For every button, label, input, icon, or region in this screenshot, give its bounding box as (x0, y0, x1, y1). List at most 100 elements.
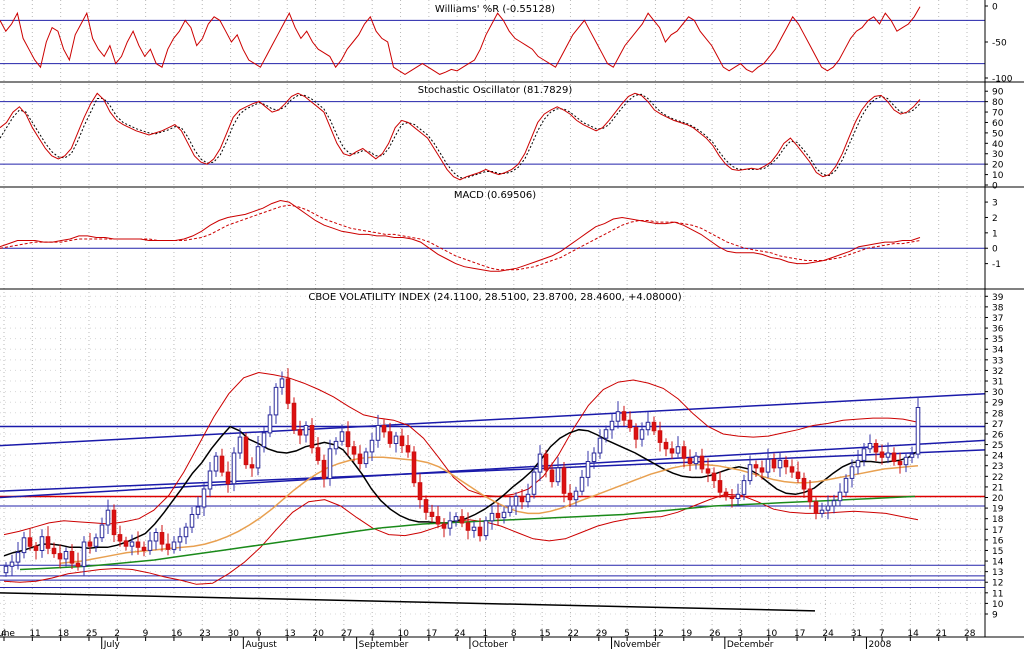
candle-body (39, 536, 45, 552)
candle-body (225, 471, 231, 485)
price-y-tick-label: 13 (992, 568, 1003, 578)
macd-y-tick-label: -1 (992, 260, 1001, 270)
candle-body (105, 509, 111, 526)
x-month-label: December (727, 640, 774, 649)
candle-body (453, 516, 459, 522)
candle-body (573, 490, 579, 501)
candle-body (387, 431, 393, 444)
candle-body (873, 443, 879, 453)
candle-body (471, 526, 477, 531)
price-y-tick-label: 27 (992, 420, 1003, 430)
candle-body (357, 453, 363, 465)
candle-body (147, 540, 153, 551)
candle-body (723, 491, 729, 497)
macd-y-tick-label: 1 (992, 229, 998, 239)
williams-y-tick-label: -50 (992, 39, 1007, 49)
candle-body (567, 492, 573, 501)
candle-body (495, 512, 501, 519)
williams-title: Williams' %R (-0.55128) (435, 4, 555, 15)
candle-body (93, 537, 99, 547)
candle-body (693, 455, 699, 465)
price-y-tick-label: 17 (992, 526, 1003, 536)
candle-body (819, 509, 825, 514)
candle-body (177, 536, 183, 543)
stochastic-y-tick-label: 20 (992, 161, 1004, 171)
candle-body (429, 511, 435, 517)
price-y-tick-label: 22 (992, 473, 1003, 483)
candle-body (213, 455, 219, 472)
candle-body (717, 480, 723, 493)
candle-body (195, 506, 201, 515)
x-day-label: 8 (511, 629, 517, 639)
stochastic-y-tick-label: 40 (992, 140, 1004, 150)
price-y-tick-label: 38 (992, 303, 1004, 313)
candle-body (699, 455, 705, 470)
price-trendline (0, 392, 986, 447)
candle-body (489, 512, 495, 522)
price-y-tick-label: 30 (992, 388, 1004, 398)
x-month-label: July (103, 640, 121, 649)
price-y-tick-label: 29 (992, 399, 1004, 409)
candle-body (63, 551, 69, 560)
price-title: CBOE VOLATILITY INDEX (24.1100, 28.5100,… (308, 292, 681, 303)
williams-y-tick-label: 0 (992, 3, 998, 13)
candle-body (663, 441, 669, 450)
candle-body (477, 526, 483, 537)
candle-body (135, 541, 141, 548)
candle-body (795, 471, 801, 480)
x-day-label: 4 (1, 629, 7, 639)
stochastic-y-tick-label: 30 (992, 150, 1004, 160)
candle-body (765, 458, 771, 473)
candle-body (291, 402, 297, 431)
price-y-tick-label: 36 (992, 325, 1004, 335)
candle-body (891, 452, 897, 462)
x-month-label: 2008 (868, 640, 891, 649)
candle-body (861, 448, 867, 461)
candle-body (831, 500, 837, 507)
candle-body (9, 561, 15, 567)
candle-body (603, 429, 609, 439)
price-y-tick-label: 11 (992, 589, 1003, 599)
candle-body (501, 511, 507, 519)
candle-body (99, 524, 105, 539)
candle-body (339, 431, 345, 442)
candle-body (27, 537, 33, 547)
candle-body (681, 446, 687, 459)
candle-body (219, 455, 225, 473)
candle-body (747, 464, 753, 482)
x-day-label: 21 (936, 629, 947, 639)
x-day-label: 20 (313, 629, 325, 639)
x-day-label: 22 (567, 629, 578, 639)
candle-body (123, 540, 129, 547)
candle-body (705, 468, 711, 474)
candle-body (837, 491, 843, 502)
candle-body (555, 467, 561, 483)
candle-body (579, 476, 585, 492)
x-partial-label: une (0, 629, 15, 639)
candle-body (111, 509, 117, 536)
x-day-label: 24 (822, 629, 834, 639)
price-y-tick-label: 25 (992, 441, 1003, 451)
stochastic-y-tick-label: 70 (992, 109, 1004, 119)
candle-body (879, 451, 885, 458)
candle-body (87, 541, 93, 547)
price-y-tick-label: 33 (992, 356, 1003, 366)
x-day-label: 10 (766, 629, 778, 639)
macd-title: MACD (0.69506) (454, 190, 536, 201)
candle-body (297, 429, 303, 436)
price-y-tick-label: 9 (992, 611, 998, 621)
candle-body (789, 466, 795, 473)
candle-body (753, 464, 759, 469)
x-day-label: 6 (256, 629, 262, 639)
candle-body (3, 565, 9, 574)
stochastic-y-tick-label: 10 (992, 171, 1004, 181)
candle-body (801, 477, 807, 490)
candle-body (711, 472, 717, 482)
x-day-label: 29 (596, 629, 608, 639)
price-y-tick-label: 16 (992, 536, 1004, 546)
stochastic-y-tick-label: 90 (992, 88, 1004, 98)
candle-body (345, 431, 351, 448)
candle-body (393, 435, 399, 445)
candle-body (417, 482, 423, 501)
candle-body (435, 516, 441, 525)
